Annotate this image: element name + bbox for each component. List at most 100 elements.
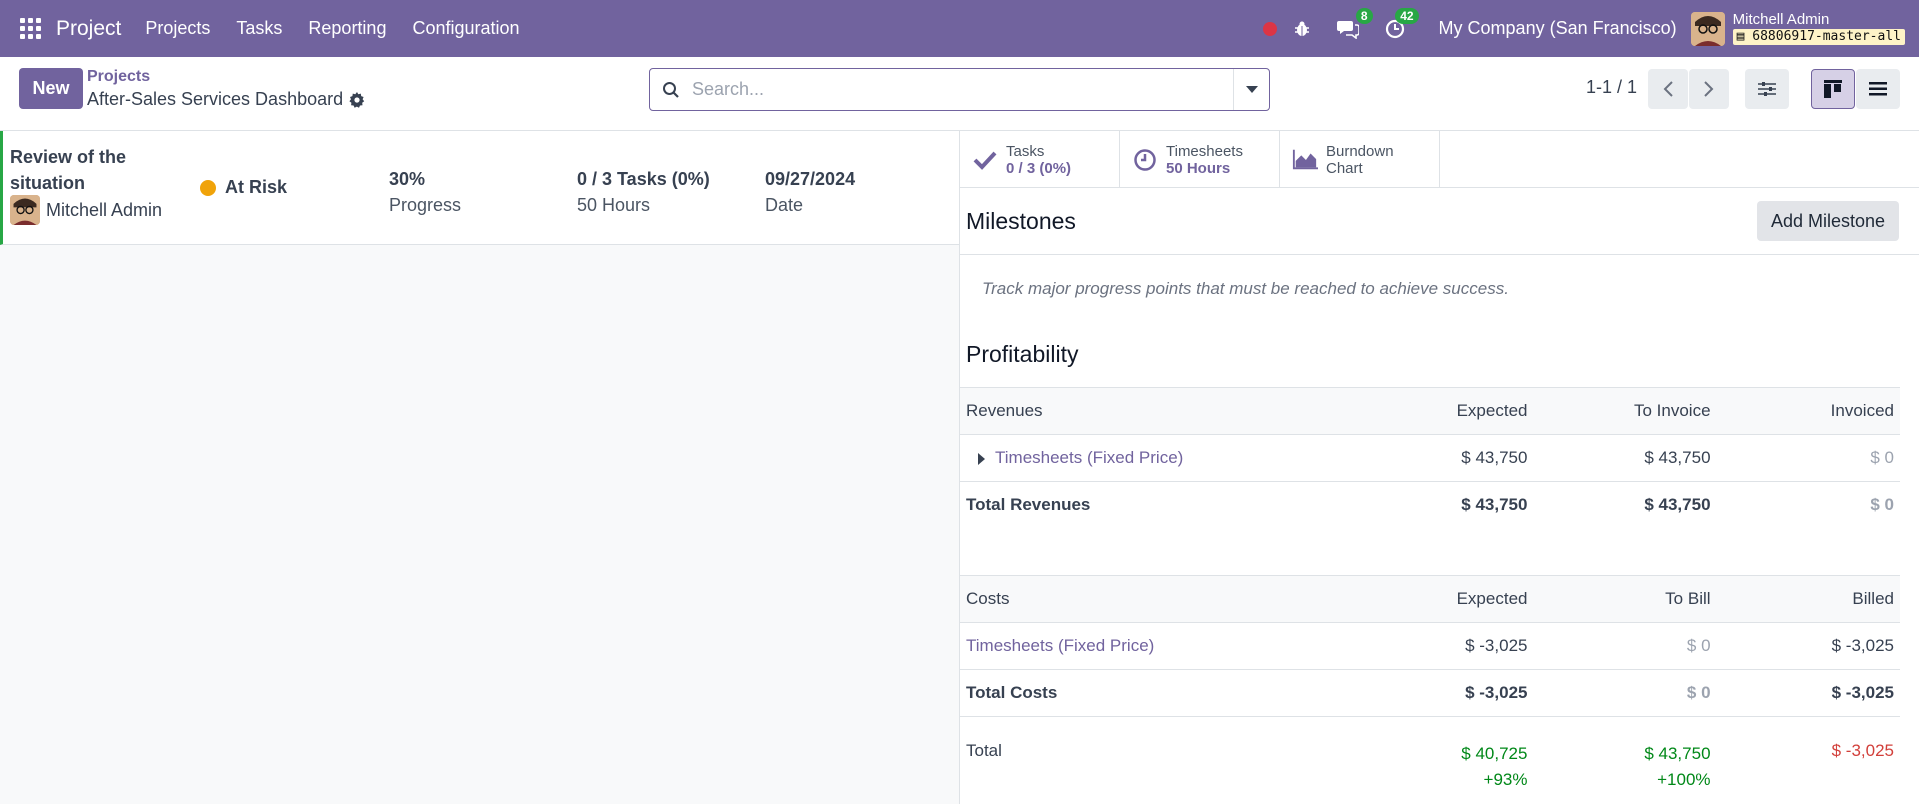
date-stat: 09/27/2024 Date	[765, 166, 855, 218]
status-dot-icon	[200, 179, 216, 196]
breadcrumb-current: After-Sales Services Dashboard	[87, 89, 365, 110]
menu-configuration[interactable]: Configuration	[412, 18, 520, 38]
cost-expected: $ -3,025	[1357, 622, 1534, 670]
breadcrumb-current-label: After-Sales Services Dashboard	[87, 89, 344, 109]
tasks-stat: 0 / 3 Tasks (0%) 50 Hours	[577, 166, 710, 218]
profitability-table: Revenues Expected To Invoice Invoiced Ti…	[960, 387, 1900, 793]
revenue-line[interactable]: Timesheets (Fixed Price)	[960, 434, 1358, 482]
date-value: 09/27/2024	[765, 169, 856, 189]
total-revenues-label: Total Revenues	[966, 495, 1091, 515]
search-input[interactable]	[692, 79, 1233, 100]
tasks-button-label: Tasks	[1006, 142, 1045, 160]
author-name: Mitchell Admin	[46, 199, 163, 220]
chevron-right-icon	[1704, 81, 1714, 97]
search-icon	[663, 81, 679, 98]
cost-billed: $ -3,025	[1716, 622, 1900, 670]
total-costs-expected: $ -3,025	[1357, 669, 1534, 717]
database-tag: ▤ 68806917-master-all	[1732, 29, 1905, 46]
database-name: 68806917-master-all	[1752, 29, 1901, 45]
timesheets-button-label: Timesheets	[1166, 142, 1243, 160]
timesheets-button-value: 50 Hours	[1166, 159, 1231, 177]
cost-to-bill: $ 0	[1533, 622, 1717, 670]
progress-label: Progress	[389, 195, 462, 215]
recording-indicator-icon[interactable]	[1262, 21, 1277, 36]
messages-icon[interactable]: 8	[1336, 7, 1373, 39]
search-options-toggle[interactable]	[1233, 69, 1269, 110]
top-navbar: Project Projects Tasks Reporting Configu…	[0, 0, 1919, 57]
revenue-to-invoice: $ 43,750	[1533, 434, 1717, 482]
tasks-button-value: 0 / 3 (0%)	[1006, 159, 1072, 177]
tasks-value: 0 / 3 Tasks (0%)	[577, 169, 710, 189]
revenue-invoiced: $ 0	[1716, 434, 1900, 482]
kanban-view-button[interactable]	[1811, 69, 1855, 109]
expand-caret-icon[interactable]	[978, 452, 985, 465]
progress-value: 30%	[389, 169, 426, 189]
total-revenues-invoiced: $ 0	[1870, 495, 1894, 515]
search-panel-toggle-button[interactable]	[1745, 69, 1789, 109]
new-button[interactable]: New	[19, 68, 83, 109]
project-update-card[interactable]: Review of the situation Mitchell Admin A…	[0, 131, 959, 245]
burndown-label-line1: Burndown	[1326, 142, 1394, 160]
update-author: Mitchell Admin	[10, 195, 162, 225]
date-label: Date	[765, 195, 804, 215]
grand-total-row: Total $ 40,725 +93% $ 43,750 +100% $ -3,…	[960, 717, 1900, 794]
app-grid-icon[interactable]	[20, 17, 42, 40]
expected-header: Expected	[1357, 387, 1534, 435]
breadcrumb-parent[interactable]: Projects	[87, 68, 151, 85]
company-switcher[interactable]: My Company (San Francisco)	[1438, 18, 1677, 38]
grand-total-label: Total	[966, 741, 1002, 760]
grand-total-to-invoice: $ 43,750 +100%	[1533, 717, 1716, 794]
status-badge: At Risk	[200, 177, 287, 198]
list-view-button[interactable]	[1856, 69, 1900, 109]
revenues-header-row: Revenues Expected To Invoice Invoiced	[960, 387, 1900, 435]
gear-icon[interactable]	[349, 91, 365, 108]
pager-previous-button[interactable]	[1648, 69, 1688, 109]
total-costs-to-bill: $ 0	[1533, 669, 1717, 717]
total-revenues-expected: $ 43,750	[1461, 495, 1528, 515]
activities-count-badge: 42	[1395, 7, 1419, 24]
project-updates-panel: Review of the situation Mitchell Admin A…	[0, 131, 959, 804]
cost-row: Timesheets (Fixed Price) $ -3,025 $ 0 $ …	[960, 622, 1900, 670]
grand-total-expected-pct: +93%	[1483, 770, 1528, 789]
timesheets-stat-button[interactable]: Timesheets 50 Hours	[1120, 131, 1280, 188]
user-menu[interactable]: Mitchell Admin ▤ 68806917-master-all	[1732, 10, 1905, 46]
cost-line-label[interactable]: Timesheets (Fixed Price)	[960, 622, 1358, 670]
add-milestone-button[interactable]: Add Milestone	[1757, 201, 1899, 241]
menu-projects[interactable]: Projects	[145, 18, 211, 38]
grand-total-to-invoice-pct: +100%	[1657, 770, 1711, 789]
kanban-icon	[1824, 80, 1842, 98]
grand-total-billed: $ -3,025	[1831, 741, 1894, 760]
stat-buttons-bar: Tasks 0 / 3 (0%) Timesheets 50 Hours Bur…	[960, 131, 1919, 188]
user-avatar[interactable]	[1690, 11, 1725, 46]
status-label: At Risk	[225, 177, 288, 197]
pager-value[interactable]: 1-1 / 1	[1586, 77, 1638, 97]
costs-expected-header: Expected	[1357, 575, 1534, 623]
milestones-title: Milestones	[966, 208, 1076, 234]
pager-next-button[interactable]	[1689, 69, 1729, 109]
update-title: Review of the situation	[10, 147, 127, 193]
user-name: Mitchell Admin	[1732, 10, 1830, 28]
control-panel: New Projects After-Sales Services Dashbo…	[0, 57, 1919, 131]
billed-header: Billed	[1716, 575, 1900, 623]
app-brand[interactable]: Project	[56, 16, 122, 40]
tasks-stat-button[interactable]: Tasks 0 / 3 (0%)	[960, 131, 1120, 188]
to-invoice-header: To Invoice	[1533, 387, 1717, 435]
revenue-line-label[interactable]: Timesheets (Fixed Price)	[995, 448, 1184, 467]
total-costs-row: Total Costs $ -3,025 $ 0 $ -3,025	[960, 669, 1900, 717]
grand-total-to-invoice-value: $ 43,750	[1644, 744, 1711, 763]
total-revenues-to-invoice: $ 43,750	[1644, 495, 1711, 515]
menu-reporting[interactable]: Reporting	[308, 18, 387, 38]
debug-bug-icon[interactable]	[1293, 20, 1311, 38]
messages-count-badge: 8	[1355, 7, 1373, 24]
author-avatar	[10, 195, 40, 225]
menu-tasks[interactable]: Tasks	[236, 18, 283, 38]
revenue-expected: $ 43,750	[1357, 434, 1534, 482]
chevron-left-icon	[1663, 81, 1673, 97]
milestones-divider	[960, 254, 1919, 255]
grand-total-expected: $ 40,725 +93%	[1357, 717, 1533, 794]
burndown-chart-button[interactable]: Burndown Chart	[1280, 131, 1440, 188]
activities-clock-icon[interactable]: 42	[1385, 7, 1419, 39]
milestones-help-text: Track major progress points that must be…	[982, 279, 1509, 298]
total-costs-billed: $ -3,025	[1716, 669, 1900, 717]
area-chart-icon	[1292, 147, 1318, 173]
